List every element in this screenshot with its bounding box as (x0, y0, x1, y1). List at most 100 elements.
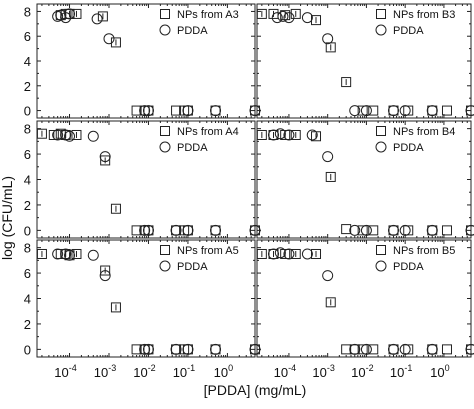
legend-circle-marker (160, 142, 170, 152)
x-tick-label: 10-2 (351, 363, 373, 380)
legend-square-marker (377, 10, 386, 19)
data-point-circle (183, 225, 193, 235)
legend-circle-marker (376, 261, 386, 271)
x-tick-label: 10-1 (390, 363, 412, 380)
data-point-circle (88, 131, 98, 141)
panel-B3: NPs from B3 PDDA (257, 4, 474, 118)
data-point-circle (92, 14, 102, 24)
legend-label: NPs from A4 (177, 126, 239, 138)
data-point-circle (427, 225, 437, 235)
data-point-circle (400, 344, 410, 354)
data-point-circle (211, 106, 221, 116)
y-tick-label: 8 (24, 4, 31, 19)
data-point-circle (211, 225, 221, 235)
x-tick-label: 10-1 (173, 363, 195, 380)
legend-square-marker (161, 127, 170, 136)
x-tick-label: 100 (430, 363, 449, 380)
y-tick-label: 8 (24, 241, 31, 256)
y-tick-label: 2 (24, 317, 31, 332)
x-tick-label: 10-2 (133, 363, 155, 380)
legend-label: PDDA (177, 25, 208, 37)
legend-label: PDDA (177, 261, 208, 273)
panel-B5: 10-4 10-3 10-2 10-1 100 NPs from B5 PDDA (257, 240, 474, 380)
data-point-circle (183, 344, 193, 354)
legend-circle-marker (376, 25, 386, 35)
panel-A3: 0 2 4 6 8 NPs from A3 PDDA (24, 4, 260, 119)
data-point-square (389, 226, 398, 235)
data-point-square (211, 226, 220, 235)
legend-square-marker (161, 246, 170, 255)
data-point-square (442, 106, 451, 115)
data-point-square (404, 345, 413, 354)
legend-circle-marker (160, 261, 170, 271)
legend-circle-marker (376, 142, 386, 152)
data-point-circle (323, 34, 333, 44)
y-tick-label: 6 (24, 29, 31, 44)
panel-frame (257, 121, 471, 238)
data-point-square (389, 106, 398, 115)
legend-label: NPs from A3 (177, 9, 239, 21)
data-point-square (211, 345, 220, 354)
legend-label: PDDA (393, 25, 424, 37)
data-point-square (389, 345, 398, 354)
data-point-square (428, 226, 437, 235)
x-axis-label: [PDDA] (mg/mL) (204, 382, 307, 398)
y-tick-label: 0 (24, 223, 31, 238)
legend-label: NPs from B3 (393, 9, 455, 21)
data-point-circle (302, 13, 312, 23)
y-tick-label: 6 (24, 266, 31, 281)
data-point-circle (427, 106, 437, 116)
data-point-circle (88, 250, 98, 260)
data-point-square (183, 106, 192, 115)
y-tick-label: 0 (24, 104, 31, 119)
data-point-square (211, 106, 220, 115)
legend-label: NPs from B5 (393, 245, 455, 257)
y-tick-label: 2 (24, 79, 31, 94)
legend-label: PDDA (177, 142, 208, 154)
data-point-square (428, 345, 437, 354)
panel-B4: NPs from B4 PDDA (257, 121, 474, 238)
y-tick-label: 2 (24, 198, 31, 213)
legend-label: PDDA (393, 261, 424, 273)
data-point-square (404, 106, 413, 115)
data-point-square (404, 226, 413, 235)
panel-A4: 0 2 4 6 8 NPs from A4 PDDA (24, 121, 260, 238)
data-point-circle (361, 225, 371, 235)
data-point-circle (211, 344, 221, 354)
data-point-circle (302, 249, 312, 259)
legend-square-marker (377, 127, 386, 136)
panel-frame (257, 4, 471, 118)
legend-label: PDDA (393, 142, 424, 154)
y-tick-label: 4 (24, 292, 31, 307)
legend-label: NPs from A5 (177, 245, 239, 257)
legend-circle-marker (160, 25, 170, 35)
y-tick-label: 4 (24, 173, 31, 188)
x-tick-label: 10-4 (54, 363, 76, 380)
x-tick-label: 10-3 (312, 363, 334, 380)
legend-square-marker (377, 246, 386, 255)
panel-frame (257, 240, 471, 357)
y-tick-label: 4 (24, 54, 31, 69)
x-tick-label: 10-3 (94, 363, 116, 380)
data-point-square (183, 345, 192, 354)
legend-label: NPs from B4 (393, 126, 455, 138)
data-point-circle (361, 344, 371, 354)
y-tick-label: 6 (24, 147, 31, 162)
legend-square-marker (161, 10, 170, 19)
data-point-circle (427, 344, 437, 354)
data-point-square (183, 226, 192, 235)
y-axis-label: log (CFU/mL) (0, 176, 15, 260)
data-point-square (442, 345, 451, 354)
data-point-square (428, 106, 437, 115)
data-point-circle (323, 271, 333, 281)
data-point-circle (323, 152, 333, 162)
y-tick-label: 8 (24, 122, 31, 137)
x-tick-label: 10-4 (274, 363, 296, 380)
data-point-square (342, 225, 351, 234)
data-point-square (442, 226, 451, 235)
y-tick-label: 0 (24, 342, 31, 357)
data-point-circle (389, 225, 399, 235)
